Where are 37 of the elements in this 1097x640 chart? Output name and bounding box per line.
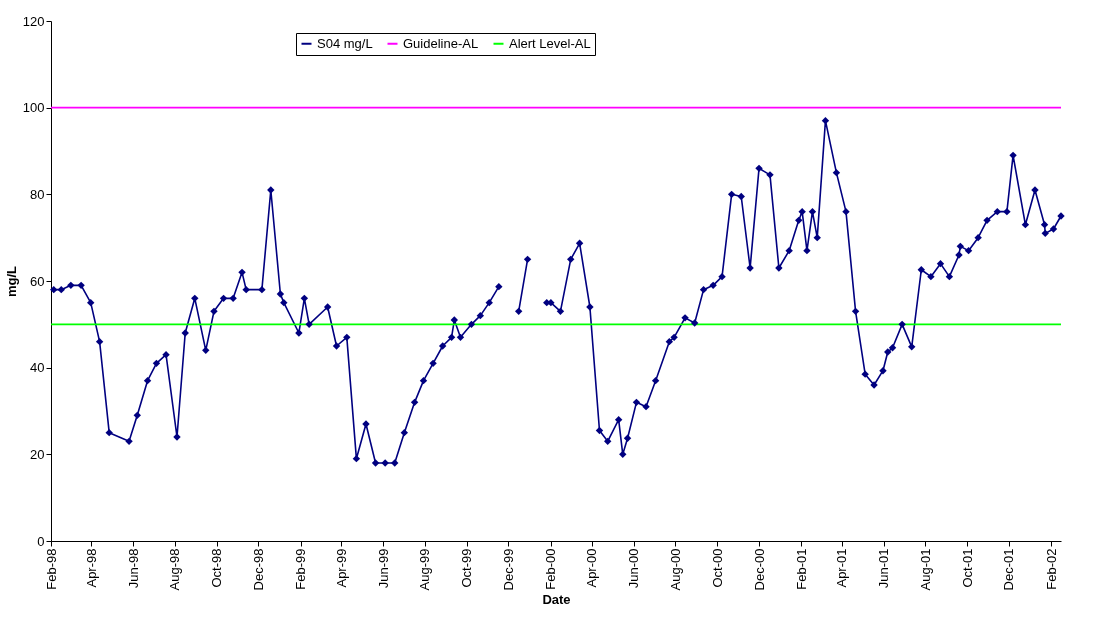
legend-label: S04 mg/L [317,35,373,51]
x-tick-label: Feb-00 [543,548,559,590]
y-tick-label: 60 [30,273,45,289]
x-tick-label: Apr-00 [584,548,600,588]
x-tick-label: Jun-01 [876,548,892,589]
x-tick-label: Aug-01 [917,548,933,591]
y-tick-label: 0 [37,533,45,549]
x-tick-label: Feb-02 [1043,548,1059,590]
y-tick-label: 80 [30,186,45,202]
x-tick-label: Apr-01 [834,548,850,588]
x-tick-label: Feb-01 [793,548,809,590]
x-tick-label: Oct-98 [209,548,225,588]
x-tick-label: Oct-01 [959,548,975,588]
x-tick-label: Aug-98 [167,548,183,591]
x-tick-label: Jun-98 [125,548,141,589]
x-tick-label: Aug-00 [667,548,683,591]
x-tick-label: Apr-99 [333,548,349,588]
x-axis-title: Date [542,592,571,608]
x-tick-label: Oct-99 [459,548,475,588]
x-tick-label: Dec-99 [500,548,516,591]
y-tick-label: 20 [30,446,45,462]
x-tick-label: Apr-98 [83,548,99,588]
x-tick-label: Oct-00 [709,548,725,588]
y-tick-label: 120 [22,13,45,29]
x-tick-label: Dec-01 [1001,548,1017,591]
y-axis-title: mg/L [3,265,19,298]
y-tick-label: 40 [30,360,45,376]
x-tick-label: Aug-99 [417,548,433,591]
x-tick-label: Dec-00 [751,548,767,591]
x-tick-label: Dec-98 [250,548,266,591]
y-tick-label: 100 [22,100,45,116]
legend-label: Guideline-AL [403,35,479,51]
x-tick-label: Jun-99 [375,548,391,589]
x-tick-label: Feb-98 [43,548,59,590]
legend-label: Alert Level-AL [509,35,591,51]
x-tick-label: Jun-00 [626,548,642,589]
x-tick-label: Feb-99 [293,548,309,590]
